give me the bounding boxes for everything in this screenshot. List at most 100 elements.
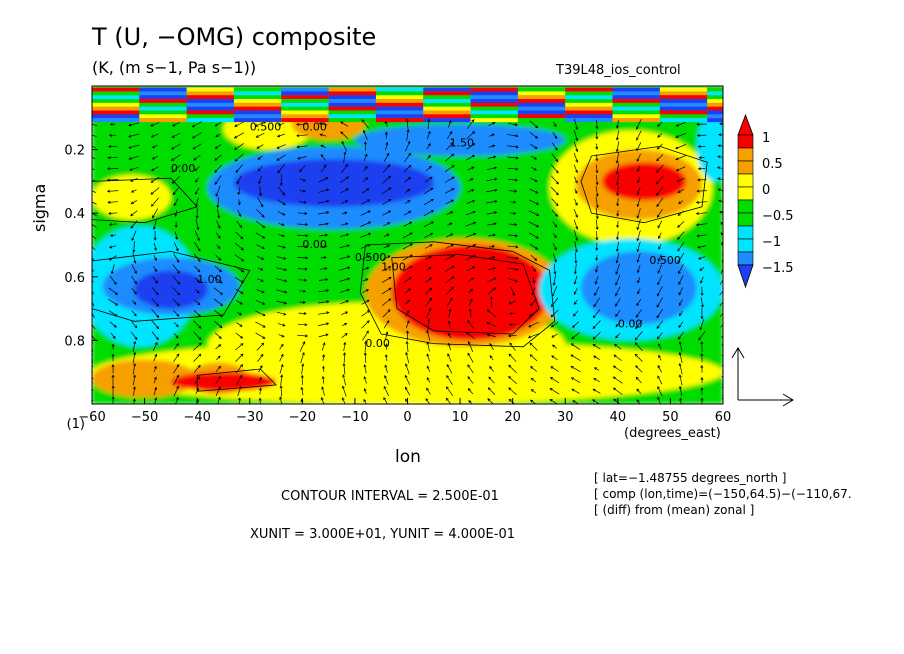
wind-arrow-head xyxy=(428,307,432,311)
contour-interval: CONTOUR INTERVAL = 2.500E-01 xyxy=(281,489,499,504)
wind-arrow-head xyxy=(554,135,557,139)
wind-arrow-head xyxy=(656,315,660,319)
wind-arrow xyxy=(637,197,641,207)
wind-arrow xyxy=(592,331,601,340)
wind-arrow-head xyxy=(156,326,160,330)
wind-arrow xyxy=(595,196,598,208)
wind-arrow xyxy=(173,322,179,327)
wind-arrow xyxy=(424,244,433,249)
wind-arrow xyxy=(406,118,409,130)
wind-arrow xyxy=(256,244,265,249)
wind-arrow-head xyxy=(239,324,243,327)
wind-arrow-head xyxy=(283,301,288,305)
wind-arrow xyxy=(214,164,222,173)
wind-arrow-head xyxy=(426,387,429,391)
wind-arrow xyxy=(637,219,641,230)
wind-arrow-head xyxy=(238,397,242,401)
upper-layer-cell xyxy=(281,106,329,111)
wind-arrow xyxy=(192,121,203,128)
wind-arrow-head xyxy=(429,176,433,180)
wind-arrow xyxy=(319,268,327,270)
x-tick-label: 10 xyxy=(452,410,469,425)
wind-arrow xyxy=(531,389,537,394)
wind-arrow xyxy=(445,244,454,249)
wind-arrow xyxy=(277,245,286,248)
wind-arrow-head xyxy=(571,336,575,340)
wind-arrow-head xyxy=(365,278,369,282)
wind-arrow xyxy=(278,123,285,126)
wind-arrow-head xyxy=(320,144,324,148)
upper-layer-cell xyxy=(281,102,329,107)
wind-arrow xyxy=(466,332,476,340)
wind-arrow-head xyxy=(238,213,242,217)
wind-arrow xyxy=(216,232,221,239)
wind-arrow-head xyxy=(87,211,90,213)
wind-arrow xyxy=(679,310,683,316)
wind-arrow-head xyxy=(282,212,286,216)
wind-arrow-head xyxy=(700,304,704,308)
wind-arrow xyxy=(341,141,348,152)
wind-arrow-head xyxy=(616,192,620,197)
wind-arrow-head xyxy=(324,267,328,271)
wind-arrow-head xyxy=(535,235,539,239)
wind-arrow-head xyxy=(595,269,598,273)
wind-arrow-head xyxy=(388,199,392,202)
upper-layer-cell xyxy=(565,118,613,123)
wind-arrow xyxy=(718,134,723,136)
wind-arrow xyxy=(678,200,684,204)
wind-arrow-head xyxy=(218,365,221,369)
wind-arrow xyxy=(423,221,434,228)
wind-arrow-head xyxy=(387,210,392,214)
wind-arrow xyxy=(635,353,643,362)
wind-arrow xyxy=(317,200,329,204)
wind-arrow-head xyxy=(678,374,682,378)
wind-arrow xyxy=(656,197,664,207)
wind-arrow xyxy=(381,277,392,283)
wind-arrow-head xyxy=(92,376,94,380)
wind-arrow xyxy=(426,377,431,383)
wind-arrow-head xyxy=(467,319,471,324)
upper-layer-cell xyxy=(92,114,140,119)
wind-arrow xyxy=(656,175,664,185)
wind-arrow-head xyxy=(426,329,430,334)
wind-arrow xyxy=(592,399,600,404)
wind-arrow-head xyxy=(575,226,579,230)
wind-arrow-head xyxy=(450,233,454,237)
wind-arrow-head xyxy=(575,126,579,131)
wind-arrow-head xyxy=(494,211,498,215)
wind-arrow xyxy=(108,299,118,306)
wind-arrow-head xyxy=(508,323,513,327)
wind-arrow-head xyxy=(675,157,679,161)
wind-arrow xyxy=(130,331,138,340)
upper-layer-cell xyxy=(233,118,282,123)
wind-arrow-head xyxy=(279,182,283,187)
wind-arrow xyxy=(530,155,537,160)
wind-arrow xyxy=(465,244,476,249)
wind-arrow xyxy=(92,335,96,341)
wind-arrow xyxy=(381,187,392,195)
wind-arrow xyxy=(657,220,663,229)
wind-arrow-head xyxy=(197,269,201,273)
upper-layer-cell xyxy=(281,95,329,100)
wind-arrow xyxy=(427,119,430,129)
wind-arrow-head xyxy=(154,268,158,273)
wind-arrow xyxy=(531,266,536,272)
wind-arrow xyxy=(637,241,641,252)
wind-arrow-head xyxy=(132,249,136,253)
wind-arrow xyxy=(551,153,559,162)
wind-arrow-head xyxy=(172,192,176,196)
wind-arrow-head xyxy=(471,119,475,123)
wind-arrow xyxy=(321,386,325,396)
wind-arrow xyxy=(296,245,308,248)
wind-arrow-head xyxy=(324,244,328,248)
wind-arrow xyxy=(532,287,536,295)
wind-arrow xyxy=(616,252,620,263)
wind-arrow xyxy=(678,275,684,285)
wind-arrow xyxy=(340,176,349,183)
wind-arrow xyxy=(172,122,180,127)
wind-arrow xyxy=(236,300,243,305)
wind-arrow-head xyxy=(217,396,221,400)
wind-arrow-head xyxy=(130,225,134,229)
wind-arrow xyxy=(216,244,221,249)
wind-arrow xyxy=(402,243,413,250)
